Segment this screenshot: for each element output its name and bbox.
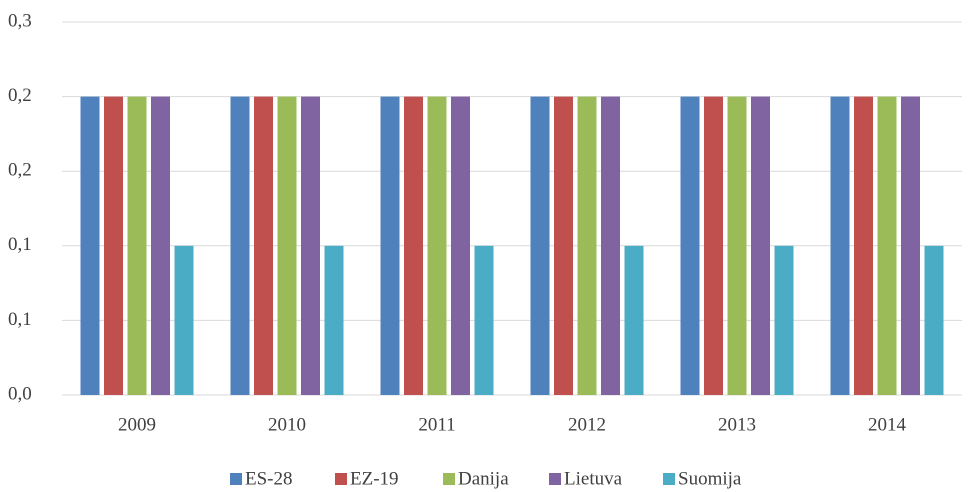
- bar: [854, 96, 873, 395]
- bar: [877, 96, 897, 395]
- y-tick-label: 0,2: [8, 85, 32, 106]
- bar: [301, 96, 320, 395]
- bar: [727, 96, 747, 395]
- bar: [151, 96, 170, 395]
- bar: [680, 96, 700, 395]
- legend-label: Danija: [458, 468, 509, 489]
- bar: [577, 96, 597, 395]
- bar: [751, 96, 770, 395]
- x-tick-label: 2009: [118, 414, 156, 435]
- y-tick-label: 0,1: [8, 309, 32, 330]
- x-tick-label: 2010: [268, 414, 306, 435]
- x-tick-label: 2013: [718, 414, 756, 435]
- bar: [324, 245, 344, 395]
- bar: [104, 96, 123, 395]
- bar: [174, 245, 194, 395]
- y-tick-label: 0,2: [8, 160, 32, 181]
- bar: [230, 96, 250, 395]
- legend-label: ES-28: [245, 468, 293, 489]
- bar: [80, 96, 100, 395]
- bar: [774, 245, 794, 395]
- legend-swatch: [230, 473, 242, 485]
- bar: [277, 96, 297, 395]
- legend-label: EZ-19: [350, 468, 399, 489]
- x-tick-label: 2012: [568, 414, 606, 435]
- bar: [404, 96, 423, 395]
- bar: [830, 96, 850, 395]
- legend-swatch: [663, 473, 675, 485]
- bar: [380, 96, 400, 395]
- legend-swatch: [335, 473, 347, 485]
- y-tick-label: 0,0: [8, 383, 32, 404]
- legend-swatch: [443, 473, 455, 485]
- bar: [254, 96, 273, 395]
- bar: [554, 96, 573, 395]
- bar: [624, 245, 644, 395]
- bar: [601, 96, 620, 395]
- y-tick-label: 0,1: [8, 234, 32, 255]
- x-tick-label: 2011: [418, 414, 455, 435]
- legend-label: Lietuva: [564, 468, 623, 489]
- bar: [530, 96, 550, 395]
- bar: [427, 96, 447, 395]
- legend-label: Suomija: [678, 468, 742, 489]
- bar: [924, 245, 944, 395]
- legend-swatch: [549, 473, 561, 485]
- y-tick-label: 0,3: [8, 10, 32, 31]
- bar: [451, 96, 470, 395]
- bar: [127, 96, 147, 395]
- x-tick-label: 2014: [868, 414, 907, 435]
- bar: [474, 245, 494, 395]
- bar: [901, 96, 920, 395]
- bar: [704, 96, 723, 395]
